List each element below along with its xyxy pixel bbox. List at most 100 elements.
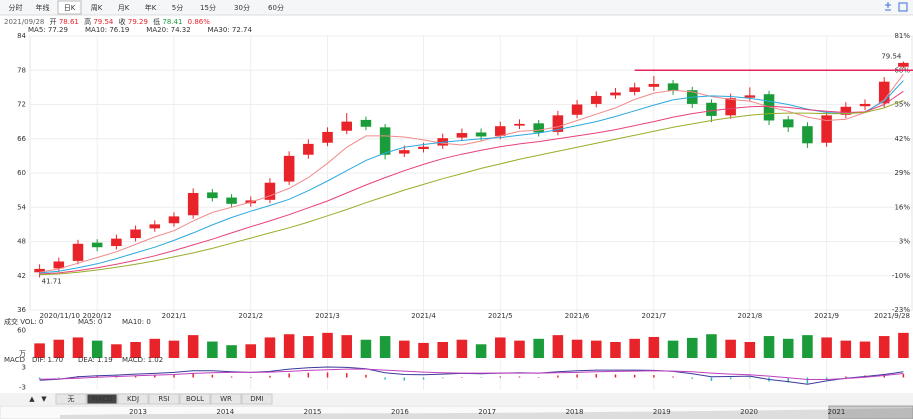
candle-body: [667, 83, 679, 91]
volume-bar: [245, 344, 257, 358]
quote-change: 0.86%: [188, 18, 211, 26]
tab[interactable]: 15分: [200, 3, 216, 12]
macd-bar: [614, 374, 617, 378]
candle-body: [782, 119, 794, 128]
volume-bar: [399, 340, 410, 358]
indicator-tab[interactable]: DMI: [250, 395, 264, 403]
timeline-year: 2017: [478, 408, 496, 416]
tab[interactable]: 日K: [64, 4, 76, 12]
macd-bar: [691, 377, 693, 379]
macd-bar: [461, 377, 463, 378]
x-tick-label: 2021/5: [488, 312, 513, 320]
volume-bar: [456, 339, 468, 358]
candle-body: [706, 102, 717, 116]
tab[interactable]: 5分: [172, 3, 183, 12]
indicator-tab-bg[interactable]: [210, 393, 242, 405]
y-tick-label: 72: [17, 101, 26, 109]
candle-body: [610, 92, 621, 96]
volume-bar: [379, 336, 391, 358]
volume-bar: [475, 344, 487, 358]
timeline-year: 2018: [566, 408, 584, 416]
macd-legend: DIF: 1.70: [32, 356, 63, 364]
macd-bar: [787, 377, 789, 383]
y2-tick-label: 55%: [894, 101, 910, 109]
volume-bar: [437, 342, 448, 358]
volume-bar: [782, 338, 794, 358]
high-label: 79.54: [881, 52, 902, 60]
indicator-tab[interactable]: WR: [220, 395, 232, 403]
tab[interactable]: 60分: [268, 3, 284, 12]
dea-line: [39, 368, 904, 380]
macd-bar: [96, 375, 98, 378]
volume-bar: [840, 340, 852, 358]
volume-bar: [514, 340, 525, 358]
icon-fullscreen[interactable]: [898, 2, 908, 12]
volume-bar: [571, 339, 583, 358]
indicator-tab[interactable]: RSI: [158, 395, 169, 403]
tab[interactable]: 30分: [234, 3, 250, 12]
ma-line: [39, 99, 904, 276]
indicator-tab[interactable]: MACD: [92, 395, 113, 403]
indicator-tab[interactable]: BOLL: [186, 395, 204, 403]
x-tick-label: 2021/1: [162, 312, 187, 320]
candle-body: [130, 229, 141, 239]
scroll-arrow[interactable]: ▲: [29, 395, 35, 403]
volume-bar: [533, 338, 544, 358]
volume-bar: [341, 335, 353, 358]
candle-body: [303, 143, 314, 155]
tab[interactable]: 年线: [36, 3, 50, 12]
timeline-window[interactable]: [828, 405, 913, 419]
toolbar-icons[interactable]: [885, 2, 908, 12]
y2-tick-label: -23%: [892, 306, 910, 314]
y-tick-label: 48: [17, 238, 26, 246]
y-tick-label: 84: [17, 32, 26, 40]
macd-bar: [403, 377, 406, 381]
macd-tick: -3: [19, 384, 26, 392]
volume-bar: [149, 338, 161, 358]
macd-legend: MACD: 1.02: [122, 356, 163, 364]
indicator-tab-bg[interactable]: [117, 393, 149, 405]
x-tick-label: 2021/3: [315, 312, 340, 320]
candle-body: [840, 106, 852, 115]
volume-bar: [226, 345, 237, 358]
macd-bar: [58, 377, 60, 379]
indicator-tab-bg[interactable]: [86, 393, 118, 405]
x-tick-label: 2021/7: [642, 312, 667, 320]
timeline-year: 2014: [216, 408, 234, 416]
volume-bar: [610, 342, 621, 358]
candle-body: [379, 127, 391, 155]
candle-body: [341, 121, 353, 131]
indicator-tab-bg[interactable]: [179, 393, 211, 405]
indicator-tab-bg[interactable]: [241, 393, 273, 405]
macd-bar: [518, 376, 521, 378]
candle-body: [859, 103, 871, 107]
indicator-tab[interactable]: KDJ: [127, 395, 139, 403]
volume-bar: [821, 337, 832, 358]
tab[interactable]: 周K: [91, 4, 103, 12]
x-tick-label: 2021/6: [565, 312, 590, 320]
y2-tick-label: 29%: [894, 169, 910, 177]
tab-bg[interactable]: [57, 0, 82, 15]
volume-bar: [111, 344, 122, 358]
volume-bar: [34, 343, 45, 358]
indicator-tab[interactable]: 无: [68, 395, 75, 403]
tab[interactable]: 分时: [9, 3, 23, 12]
candle-body: [360, 119, 372, 127]
macd-bar: [365, 374, 367, 378]
tab[interactable]: 月K: [118, 4, 130, 12]
candle-body: [187, 192, 199, 216]
ma-line: [39, 80, 904, 274]
candle-body: [475, 132, 487, 137]
indicator-tab-bg[interactable]: [148, 393, 180, 405]
tab[interactable]: 年K: [145, 3, 157, 12]
scroll-arrow[interactable]: ▼: [41, 395, 47, 403]
macd-bar: [307, 372, 310, 378]
macd-bar: [806, 377, 809, 384]
quote-label: 高: [84, 17, 91, 26]
indicator-tab-bg[interactable]: [55, 393, 87, 405]
macd-bar: [250, 377, 252, 378]
icon-settings[interactable]: [885, 2, 891, 11]
volume-bar: [207, 341, 218, 358]
macd-bar: [345, 373, 348, 378]
